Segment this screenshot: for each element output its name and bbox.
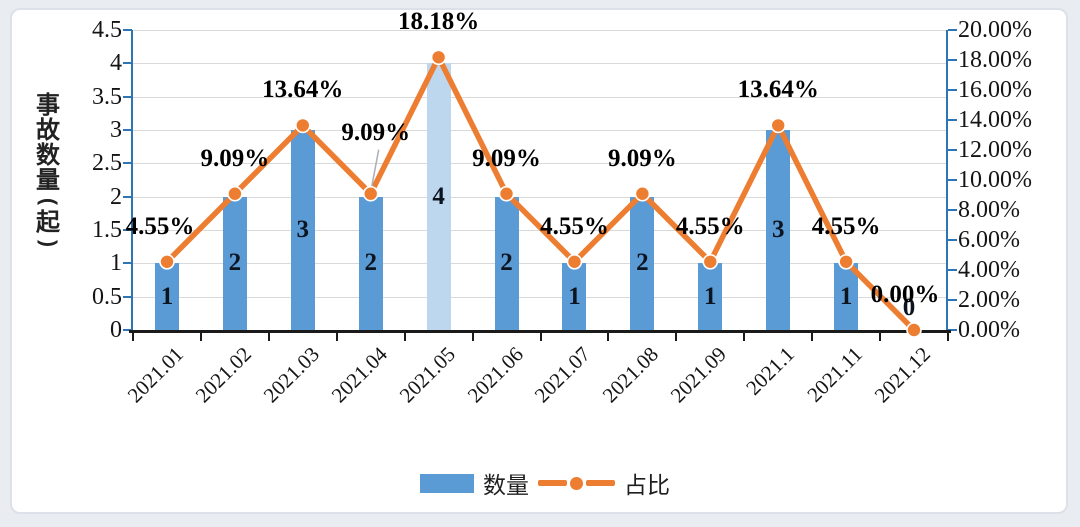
y1-tick	[123, 62, 132, 65]
pct-data-label: 4.55%	[540, 212, 609, 240]
y1-tick	[123, 162, 132, 165]
y1-tick-label: 3.5	[92, 83, 122, 110]
x-tick	[335, 333, 338, 341]
pct-data-label: 4.55%	[125, 212, 195, 240]
y2-tick	[948, 59, 957, 61]
y1-tick	[123, 29, 132, 31]
y2-tick-label: 18.00%	[958, 47, 1032, 73]
y-axis-title: 事故数量(起)	[36, 93, 60, 252]
pct-data-label: 4.55%	[811, 212, 881, 240]
legend-line-dot-icon	[570, 476, 583, 490]
y1-tick	[123, 295, 132, 298]
legend-line-swatch	[538, 476, 615, 490]
y2-tick-label: 4.00%	[958, 257, 1020, 283]
legend: 数量 占比	[420, 466, 670, 500]
pct-data-label: 18.18%	[398, 8, 480, 36]
y2-tick	[948, 269, 957, 271]
y2-tick	[948, 299, 957, 301]
right-value-axis	[946, 30, 948, 331]
bar-value-label: 2	[228, 249, 242, 277]
x-tick	[267, 333, 270, 341]
y-axis-title-char: 数	[36, 142, 60, 169]
y2-tick	[948, 29, 957, 31]
y2-tick	[948, 209, 957, 211]
x-tick	[539, 333, 542, 341]
y1-tick	[123, 329, 132, 331]
x-tick	[132, 333, 134, 341]
y1-tick-label: 4	[110, 50, 122, 77]
bar-value-label: 3	[771, 216, 785, 243]
y2-tick	[948, 119, 957, 121]
y2-tick	[948, 179, 957, 181]
legend-line-label: 占比	[624, 472, 670, 498]
pct-data-label: 9.09%	[472, 144, 541, 172]
gridline	[133, 30, 948, 31]
y2-tick-label: 2.00%	[958, 287, 1020, 313]
pct-data-label: 9.09%	[200, 144, 270, 172]
x-tick	[811, 333, 814, 341]
y1-tick	[123, 129, 132, 131]
y1-tick-label: 3	[110, 117, 122, 143]
y-axis-title-char: 量	[36, 167, 60, 194]
bar-value-label: 1	[568, 282, 581, 310]
x-tick	[471, 333, 474, 341]
bar-value-label: 2	[636, 249, 649, 277]
x-tick	[403, 333, 406, 341]
pct-data-label: 9.09%	[608, 144, 677, 172]
bar-value-label: 4	[432, 182, 445, 210]
bar-value-label: 2	[500, 249, 513, 277]
bar-value-label: 1	[160, 282, 174, 310]
bar-value-label: 3	[296, 216, 310, 243]
y2-tick-label: 16.00%	[958, 77, 1032, 103]
y2-tick-label: 0.00%	[958, 317, 1020, 343]
y1-tick-label: 2.5	[92, 150, 122, 177]
legend-bar-swatch	[420, 473, 474, 493]
legend-line-dash-icon	[586, 480, 615, 486]
x-tick	[879, 333, 882, 341]
y1-tick-label: 2	[110, 183, 122, 210]
y1-tick	[123, 195, 132, 198]
x-tick	[607, 333, 610, 341]
y-axis-title-char: 起	[36, 209, 60, 236]
x-tick	[947, 333, 949, 341]
y1-tick-label: 1	[110, 250, 122, 277]
pct-data-label: 13.64%	[262, 76, 344, 104]
y1-tick	[123, 95, 132, 98]
bar-value-label: 1	[839, 282, 853, 310]
y2-tick-label: 10.00%	[958, 167, 1032, 193]
bar-value-label: 0	[902, 294, 916, 321]
y2-tick-label: 20.00%	[958, 17, 1032, 43]
y1-tick	[123, 262, 132, 265]
y2-tick	[948, 89, 957, 91]
y2-tick-label: 8.00%	[958, 197, 1020, 223]
y-axis-title-char: 事	[36, 92, 60, 119]
legend-bar-label: 数量	[483, 472, 529, 498]
bar-value-label: 1	[704, 282, 717, 310]
x-tick	[675, 333, 678, 341]
y2-tick-label: 14.00%	[958, 107, 1032, 133]
x-tick	[199, 333, 202, 341]
y1-tick-label: 4.5	[92, 17, 122, 43]
legend-line-dash-icon	[538, 480, 567, 486]
pct-data-label: 4.55%	[675, 212, 745, 240]
y2-tick	[948, 329, 957, 331]
pct-data-label: 9.09%	[341, 118, 411, 146]
left-value-axis	[131, 30, 133, 331]
x-tick	[743, 333, 746, 341]
y-axis-title-char: 故	[36, 117, 60, 144]
y1-tick-label: 1.5	[92, 217, 122, 243]
y2-tick	[948, 149, 957, 151]
y2-tick	[948, 239, 957, 241]
y1-tick	[123, 229, 132, 231]
y1-tick-label: 0.5	[92, 283, 122, 310]
bar-value-label: 2	[364, 249, 377, 277]
y2-tick-label: 12.00%	[958, 137, 1032, 163]
pct-data-label: 0.00%	[870, 281, 940, 308]
pct-data-label: 13.64%	[737, 76, 819, 104]
y2-tick-label: 6.00%	[958, 227, 1020, 253]
y1-tick-label: 0	[110, 317, 122, 343]
